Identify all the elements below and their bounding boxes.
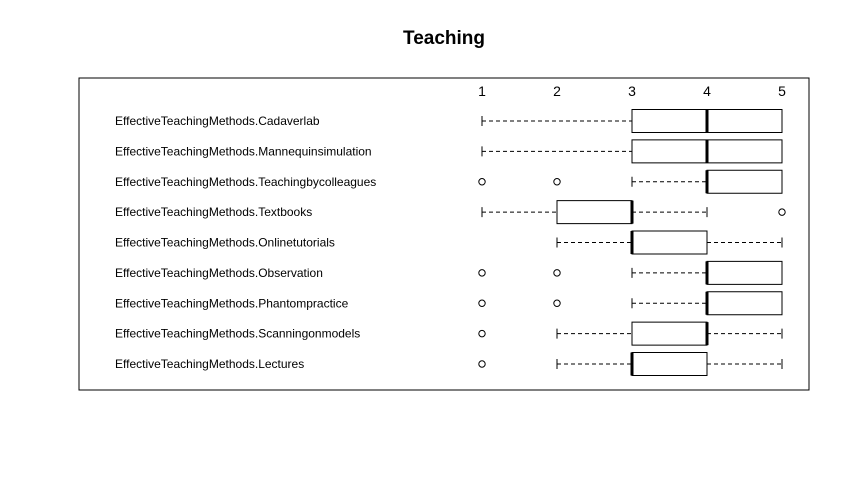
box-row (481, 200, 786, 225)
outlier-point (553, 178, 561, 186)
outlier-point (478, 269, 486, 277)
chart-title: Teaching (403, 28, 485, 49)
plot-frame (78, 77, 810, 391)
x-tick-label: 2 (553, 83, 561, 99)
box-row (478, 321, 783, 346)
outlier-point (478, 299, 486, 307)
boxes (478, 109, 786, 376)
x-tick-label: 3 (628, 83, 636, 99)
category-label: EffectiveTeachingMethods.Lectures (115, 357, 304, 371)
box-iqr (706, 169, 783, 194)
box-row (556, 230, 783, 255)
category-label: EffectiveTeachingMethods.Onlinetutorials (115, 236, 335, 250)
box-iqr (706, 291, 783, 316)
box-row (478, 352, 783, 376)
category-label: EffectiveTeachingMethods.Observation (115, 266, 323, 280)
box-row (478, 260, 783, 285)
x-tick-label: 4 (703, 83, 711, 99)
x-tick-label: 5 (778, 83, 786, 99)
category-label: EffectiveTeachingMethods.Mannequinsimula… (115, 144, 372, 158)
box-iqr (631, 352, 708, 376)
category-label: EffectiveTeachingMethods.Scanningonmodel… (115, 327, 360, 341)
outlier-point (478, 329, 486, 338)
category-label: EffectiveTeachingMethods.Textbooks (115, 205, 312, 219)
box-iqr (706, 260, 783, 285)
box-iqr (556, 200, 633, 225)
box-row (478, 291, 783, 316)
category-label: EffectiveTeachingMethods.Teachingbycolle… (115, 175, 376, 189)
x-tick-label: 1 (478, 83, 486, 99)
category-label: EffectiveTeachingMethods.Cadaverlab (115, 114, 320, 128)
outlier-point (553, 269, 561, 277)
box-iqr (631, 321, 708, 346)
box-iqr (631, 230, 708, 255)
outlier-point (478, 178, 486, 186)
box-row (481, 139, 783, 164)
category-label: EffectiveTeachingMethods.Phantompractice (115, 296, 349, 310)
category-labels: EffectiveTeachingMethods.Cadaverlab Effec… (115, 114, 376, 371)
box-row (478, 169, 783, 194)
outlier-point (553, 299, 561, 307)
box-row (481, 109, 783, 133)
x-axis-ticks: 1 2 3 4 5 (478, 83, 786, 99)
outlier-point (778, 208, 786, 216)
outlier-point (478, 360, 486, 368)
